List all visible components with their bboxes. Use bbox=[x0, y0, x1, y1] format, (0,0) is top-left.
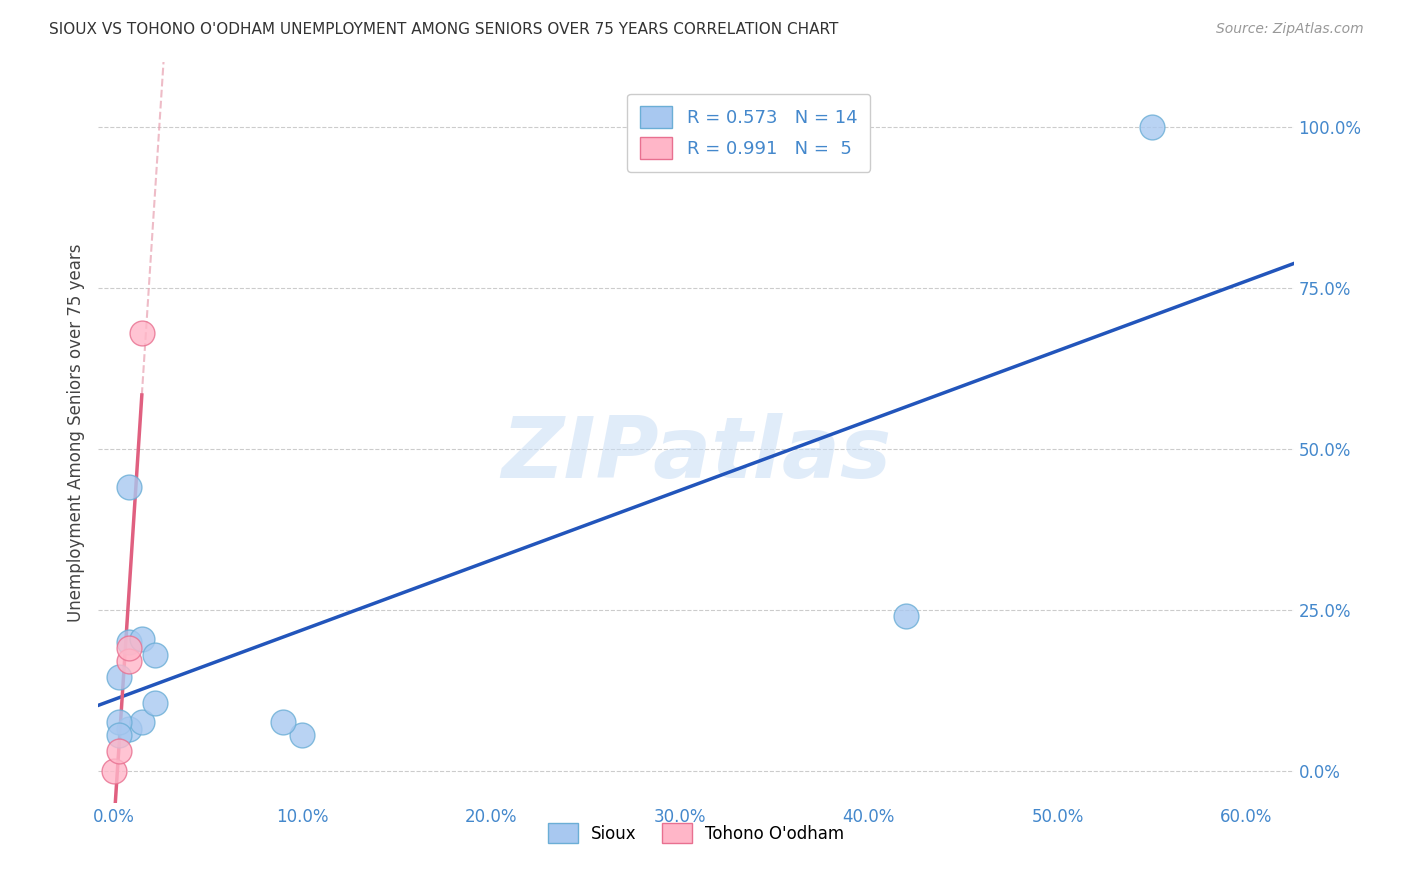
Point bbox=[103, 764, 125, 778]
Point bbox=[143, 696, 166, 710]
Point bbox=[117, 635, 139, 649]
Point bbox=[117, 480, 139, 494]
Text: SIOUX VS TOHONO O'ODHAM UNEMPLOYMENT AMONG SENIORS OVER 75 YEARS CORRELATION CHA: SIOUX VS TOHONO O'ODHAM UNEMPLOYMENT AMO… bbox=[49, 22, 838, 37]
Point bbox=[273, 715, 295, 730]
Point bbox=[108, 715, 131, 730]
Point bbox=[108, 670, 131, 684]
Text: ZIPatlas: ZIPatlas bbox=[501, 413, 891, 496]
Text: Source: ZipAtlas.com: Source: ZipAtlas.com bbox=[1216, 22, 1364, 37]
Point bbox=[131, 326, 153, 340]
Point bbox=[131, 715, 153, 730]
Point bbox=[108, 744, 131, 758]
Point bbox=[131, 632, 153, 646]
Point bbox=[108, 728, 131, 742]
Y-axis label: Unemployment Among Seniors over 75 years: Unemployment Among Seniors over 75 years bbox=[66, 244, 84, 622]
Legend: Sioux, Tohono O'odham: Sioux, Tohono O'odham bbox=[541, 816, 851, 850]
Point bbox=[117, 654, 139, 668]
Point bbox=[291, 728, 314, 742]
Point bbox=[896, 609, 918, 624]
Point bbox=[117, 641, 139, 656]
Point bbox=[117, 722, 139, 736]
Point bbox=[1140, 120, 1163, 134]
Point bbox=[143, 648, 166, 662]
